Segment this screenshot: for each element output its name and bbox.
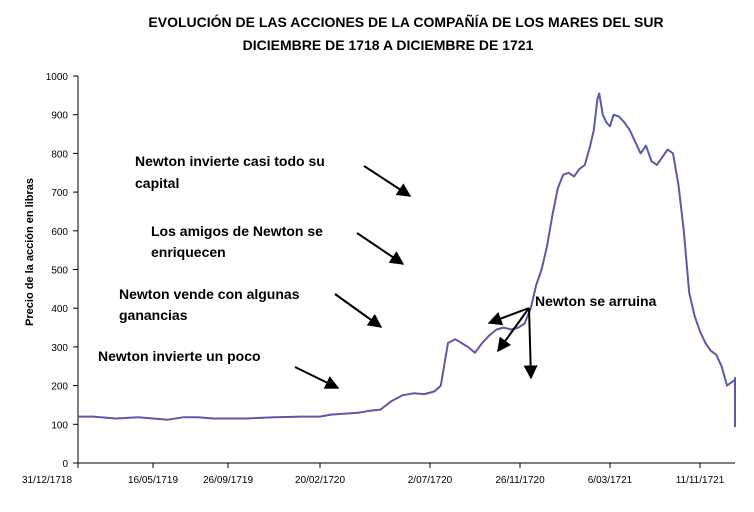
- annotation-amigos-line-2: enriquecen: [151, 244, 226, 260]
- x-tick-label: 26/09/1719: [203, 475, 253, 486]
- y-tick-label: 600: [51, 227, 68, 238]
- x-tick-label: 6/03/1721: [588, 475, 633, 486]
- y-tick-label: 400: [51, 304, 68, 315]
- x-tick-label: 20/02/1720: [295, 475, 345, 486]
- annotation-arrow-5c: [523, 307, 538, 380]
- x-tick-label: 26/11/1720: [495, 475, 545, 486]
- annotation-arrow-4: [363, 165, 412, 197]
- x-tick-label: 31/12/1718: [22, 475, 72, 486]
- y-axis: 0 100 200 300 400 500 600 700 800 900 1000: [46, 72, 78, 470]
- annotation-arrow-5a: [487, 307, 530, 326]
- x-axis: 31/12/1718 16/05/1719 26/09/1719 20/02/1720…: [22, 463, 725, 486]
- annotation-invierte-capital-line-1: Newton invierte casi todo su: [135, 153, 325, 169]
- series-line-share-price: [78, 92, 736, 428]
- annotation-newton-se-arruina: Newton se arruina: [535, 293, 657, 309]
- x-tick-label: 11/11/1721: [676, 475, 725, 486]
- y-tick-label: 1000: [46, 72, 69, 83]
- annotation-newton-invierte-un-poco: Newton invierte un poco: [98, 348, 261, 364]
- x-tick-label: 2/07/1720: [408, 475, 453, 486]
- annotation-arrow-5b: [497, 307, 530, 353]
- annotation-newton-vende-line-2: ganancias: [119, 307, 188, 323]
- annotation-arrow-3: [356, 232, 405, 265]
- annotation-amigos-line-1: Los amigos de Newton se: [151, 223, 323, 239]
- annotation-invierte-capital-line-2: capital: [135, 175, 179, 191]
- x-tick-label: 16/05/1719: [128, 475, 178, 486]
- y-tick-label: 0: [62, 459, 68, 470]
- y-tick-label: 800: [51, 149, 68, 160]
- y-tick-label: 200: [51, 382, 68, 393]
- y-tick-label: 300: [51, 343, 68, 354]
- annotation-newton-vende-line-1: Newton vende con algunas: [119, 286, 300, 302]
- chart-title-line-1: EVOLUCIÓN DE LAS ACCIONES DE LA COMPAÑÍA…: [148, 13, 663, 30]
- y-tick-label: 900: [51, 111, 68, 122]
- y-tick-label: 500: [51, 266, 68, 277]
- y-tick-label: 700: [51, 188, 68, 199]
- y-tick-label: 100: [51, 420, 68, 431]
- chart-title-line-2: DICIEMBRE DE 1718 A DICIEMBRE DE 1721: [243, 37, 534, 53]
- annotation-arrow-2: [334, 293, 383, 328]
- y-axis-label: Precio de la acción en libras: [24, 178, 36, 326]
- annotation-arrow-1: [294, 366, 340, 389]
